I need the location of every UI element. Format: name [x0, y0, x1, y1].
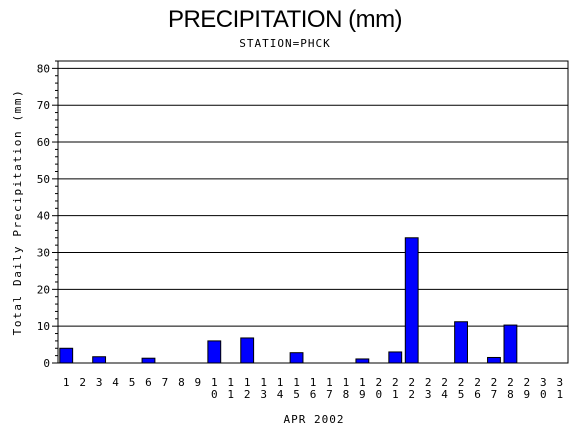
bar-day-22: [404, 237, 419, 364]
x-tick-label: 0: [375, 388, 382, 401]
x-tick-label: 9: [359, 388, 366, 401]
x-axis: 1 2 3 4 5 6 7 8 9 1011121314151617181920212223242…: [63, 376, 563, 401]
bar-day-19: [355, 358, 370, 364]
y-axis: 0 10 20 30 40 50 60 70 80: [37, 60, 58, 370]
x-tick-label: 7: [491, 388, 498, 401]
bar-day-15: [289, 352, 304, 364]
x-tick-label: 2: [408, 388, 415, 401]
x-tick-label: 9: [195, 376, 202, 389]
y-tick-label: 10: [37, 320, 50, 333]
x-tick-label: 1: [343, 376, 350, 389]
x-tick-label: 1: [556, 388, 563, 401]
grid-lines: [58, 67, 568, 327]
x-tick-label: 3: [425, 388, 432, 401]
x-tick-label: 9: [524, 388, 531, 401]
x-tick-label: 1: [211, 376, 218, 389]
x-tick-label: 1: [277, 376, 284, 389]
x-tick-label: 6: [310, 388, 317, 401]
y-tick-label: 70: [37, 99, 50, 112]
x-tick-label: 6: [145, 376, 152, 389]
x-tick-label: 4: [277, 388, 284, 401]
y-tick-label: 20: [37, 283, 50, 296]
x-tick-label: 8: [343, 388, 350, 401]
x-tick-label: 2: [507, 376, 514, 389]
chart-subtitle: STATION=PHCK: [239, 37, 331, 50]
x-tick-label: 1: [392, 388, 399, 401]
bar-day-10: [207, 340, 222, 364]
y-tick-label: 40: [37, 210, 50, 223]
bar-day-1: [59, 347, 74, 364]
x-tick-label: 0: [540, 388, 547, 401]
x-tick-label: 1: [227, 376, 234, 389]
x-tick-label: 3: [556, 376, 563, 389]
bar-day-27: [487, 356, 501, 364]
x-axis-label: APR 2002: [284, 413, 345, 426]
x-tick-label: 7: [326, 388, 333, 401]
x-tick-label: 2: [491, 376, 498, 389]
x-tick-label: 5: [129, 376, 136, 389]
x-tick-label: 6: [474, 388, 481, 401]
x-tick-label: 1: [227, 388, 234, 401]
y-tick-label: 50: [37, 173, 50, 186]
x-tick-label: 1: [326, 376, 333, 389]
y-tick-label: 80: [37, 62, 50, 75]
chart-title: PRECIPITATION (mm): [167, 6, 403, 33]
x-tick-label: 2: [392, 376, 399, 389]
bar-day-3: [92, 356, 107, 364]
x-tick-label: 2: [441, 376, 448, 389]
x-tick-label: 2: [79, 376, 86, 389]
x-tick-label: 2: [425, 376, 432, 389]
x-tick-label: 8: [507, 388, 514, 401]
x-tick-label: 1: [260, 376, 267, 389]
y-tick-label: 0: [43, 357, 50, 370]
x-tick-label: 0: [211, 388, 218, 401]
x-tick-label: 1: [63, 376, 70, 389]
bar-day-28: [503, 324, 518, 364]
x-tick-label: 1: [359, 376, 366, 389]
y-tick-label: 60: [37, 136, 50, 149]
bars: [59, 237, 518, 364]
x-tick-label: 2: [375, 376, 382, 389]
bar-day-21: [388, 351, 403, 364]
x-tick-label: 4: [441, 388, 448, 401]
x-tick-label: 1: [244, 376, 251, 389]
x-tick-label: 2: [458, 376, 465, 389]
x-tick-label: 2: [408, 376, 415, 389]
plot-frame: [57, 60, 569, 364]
bar-day-12: [240, 337, 255, 364]
x-tick-label: 3: [540, 376, 547, 389]
x-tick-label: 3: [260, 388, 267, 401]
x-tick-label: 2: [244, 388, 251, 401]
y-tick-label: 30: [37, 247, 50, 260]
x-tick-label: 8: [178, 376, 185, 389]
y-axis-label: Total Daily Precipitation (mm): [11, 89, 24, 336]
x-tick-label: 4: [112, 376, 119, 389]
x-tick-label: 2: [474, 376, 481, 389]
x-tick-label: 5: [293, 388, 300, 401]
x-tick-label: 3: [96, 376, 103, 389]
x-tick-label: 1: [310, 376, 317, 389]
bar-day-6: [141, 357, 156, 364]
bar-day-25: [454, 321, 468, 364]
x-tick-label: 5: [458, 388, 465, 401]
x-tick-label: 1: [293, 376, 300, 389]
x-tick-label: 2: [524, 376, 531, 389]
x-tick-label: 7: [162, 376, 169, 389]
